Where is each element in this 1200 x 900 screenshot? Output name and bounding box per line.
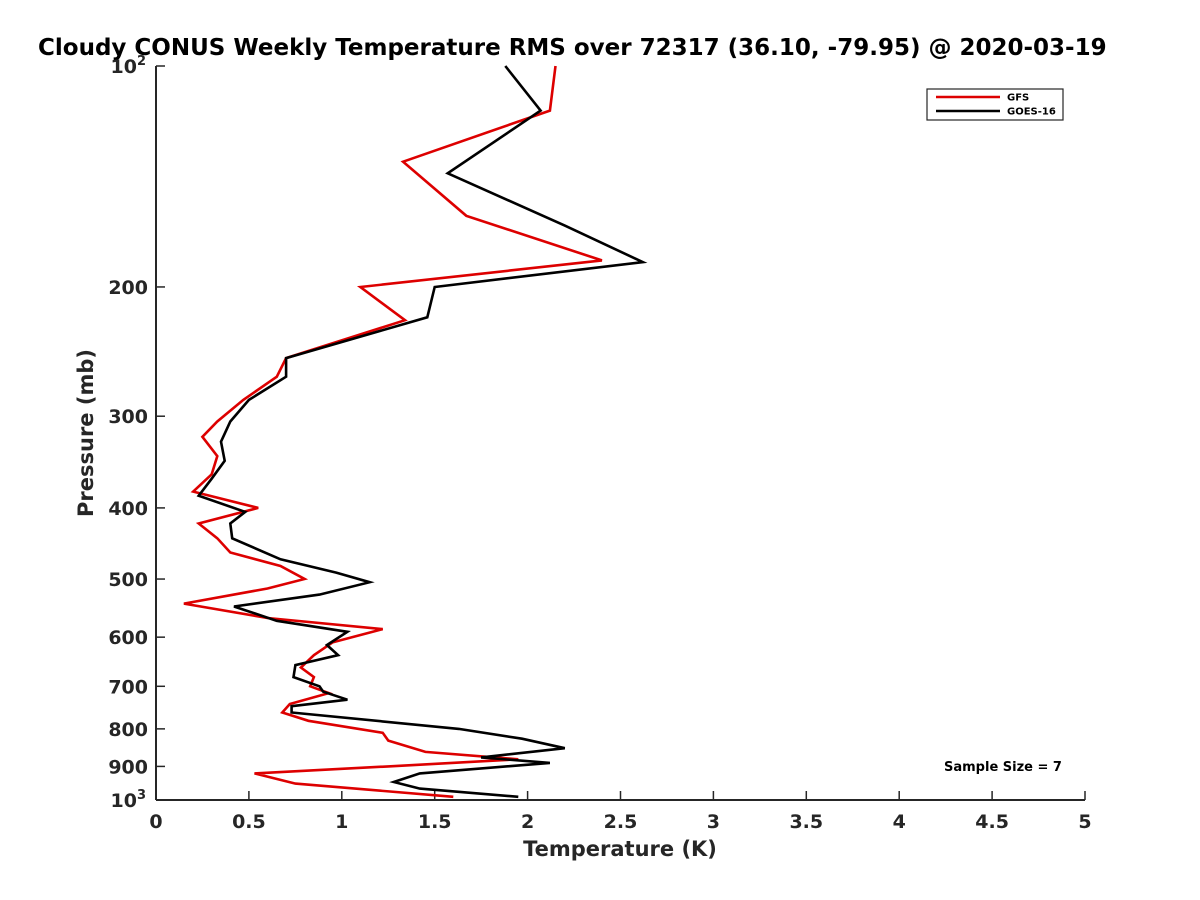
y-axis-label: Pressure (mb) (74, 349, 98, 517)
sample-size-annotation: Sample Size = 7 (944, 760, 1062, 775)
chart-title: Cloudy CONUS Weekly Temperature RMS over… (38, 35, 1107, 61)
series-layer (183, 65, 648, 799)
x-tick-label: 5 (1078, 811, 1091, 833)
y-tick-label: 400 (108, 498, 148, 520)
x-tick-label: 3.5 (789, 811, 823, 833)
y-tick-label: 700 (108, 676, 148, 698)
y-tick-label: 600 (108, 627, 148, 649)
x-tick-label: 2.5 (604, 811, 638, 833)
series-line-goes-16 (196, 65, 648, 799)
x-tick-label: 1 (335, 811, 348, 833)
x-tick-label: 3 (707, 811, 720, 833)
legend: GFS GOES-16 (926, 88, 1064, 121)
x-tick-label: 0.5 (232, 811, 266, 833)
legend-label-goes-16: GOES-16 (1007, 107, 1056, 118)
x-axis-ticks: 0 0.5 1 1.5 2 2.5 3 3.5 4 4.5 5 (149, 791, 1092, 833)
y-tick-label: 800 (108, 719, 148, 741)
plot-area: 0 0.5 1 1.5 2 2.5 3 3.5 4 4.5 5 102 200 300 400 500 600… (108, 54, 1091, 833)
y-tick-label: 200 (108, 277, 148, 299)
x-tick-label: 4 (893, 811, 906, 833)
x-tick-label: 1.5 (418, 811, 452, 833)
y-tick-label: 102 (111, 54, 147, 78)
y-tick-label: 300 (108, 406, 148, 428)
legend-box (926, 88, 1064, 121)
x-tick-label: 2 (521, 811, 534, 833)
x-tick-label: 4.5 (975, 811, 1009, 833)
legend-label-gfs: GFS (1007, 93, 1029, 104)
y-tick-label: 500 (108, 569, 148, 591)
y-axis-ticks: 102 200 300 400 500 600 700 800 900 103 (108, 54, 165, 812)
y-tick-label: 103 (111, 788, 147, 812)
x-tick-label: 0 (149, 811, 162, 833)
y-tick-label: 900 (108, 756, 148, 778)
x-axis-label: Temperature (K) (523, 837, 717, 861)
series-line-gfs (183, 65, 603, 799)
